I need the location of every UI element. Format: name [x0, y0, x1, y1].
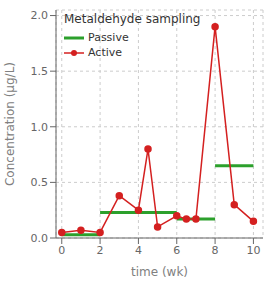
svg-text:8: 8 — [212, 244, 219, 257]
svg-text:0.5: 0.5 — [31, 176, 49, 189]
html-text:Metaldehyde sampling: Metaldehyde sampling — [64, 12, 201, 26]
svg-text:6: 6 — [173, 244, 180, 257]
svg-text:0: 0 — [58, 244, 65, 257]
svg-text:Concentration (μg/L): Concentration (μg/L) — [3, 62, 17, 186]
svg-text:1.0: 1.0 — [31, 121, 49, 134]
svg-text:2.0: 2.0 — [31, 9, 49, 22]
svg-text:2: 2 — [97, 244, 104, 257]
svg-text:time (wk): time (wk) — [131, 265, 188, 279]
html-text:Active: Active — [88, 46, 122, 59]
svg-text:1.5: 1.5 — [31, 65, 49, 78]
svg-text:4: 4 — [135, 244, 142, 257]
html-text:Passive: Passive — [88, 31, 129, 44]
svg-text:0.0: 0.0 — [31, 232, 49, 245]
svg-text:10: 10 — [246, 244, 260, 257]
